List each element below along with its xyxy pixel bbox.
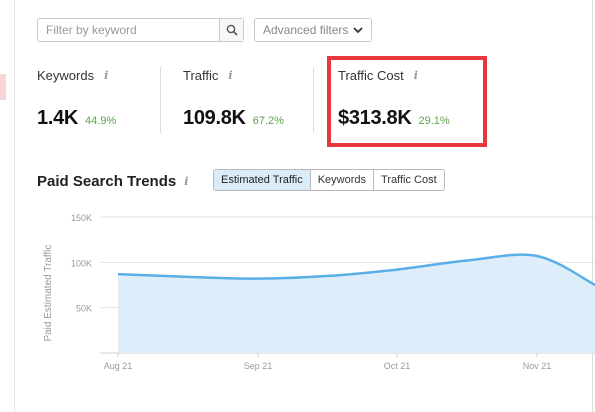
metric-traffic-cost-label: Traffic Cost <box>338 68 404 83</box>
trends-title: Paid Search Trends <box>37 173 177 190</box>
keyword-filter <box>37 18 244 42</box>
metric-traffic-cost[interactable]: Traffic Cost i $313.8K 29.1% <box>338 68 450 130</box>
y-tick-label: 50K <box>76 304 92 314</box>
highlight-box <box>327 56 487 147</box>
x-tick-label: Nov 21 <box>523 361 552 371</box>
info-icon[interactable]: i <box>413 69 418 82</box>
y-tick-label: 100K <box>71 258 92 268</box>
metric-keywords-change: 44.9% <box>85 115 117 127</box>
metric-traffic-value: 109.8K <box>183 107 246 129</box>
left-edge-marker <box>0 74 6 100</box>
x-tick-label: Sep 21 <box>244 361 273 371</box>
metric-keywords-label: Keywords <box>37 68 95 83</box>
traffic-line <box>117 253 595 287</box>
traffic-area <box>118 254 595 353</box>
x-tick-label: Aug 21 <box>104 361 133 371</box>
metric-divider <box>160 67 161 133</box>
info-icon[interactable]: i <box>104 69 109 82</box>
advanced-filters-dropdown[interactable]: Advanced filters <box>254 18 372 42</box>
search-button[interactable] <box>219 19 243 41</box>
info-icon[interactable]: i <box>184 175 189 188</box>
metric-traffic-change: 67.2% <box>252 115 284 127</box>
tab-traffic-cost[interactable]: Traffic Cost <box>373 170 444 190</box>
trends-title-row: Paid Search Trends i <box>37 173 188 190</box>
right-divider <box>592 0 593 412</box>
y-tick-label: 150K <box>71 213 92 223</box>
search-icon <box>226 24 238 36</box>
metric-divider <box>313 67 314 133</box>
metric-traffic[interactable]: Traffic i 109.8K 67.2% <box>183 68 284 130</box>
tab-estimated-traffic[interactable]: Estimated Traffic <box>214 170 310 190</box>
advanced-filters-label: Advanced filters <box>263 23 349 37</box>
x-tick-label: Oct 21 <box>384 361 411 371</box>
y-axis-label: Paid Estimated Traffic <box>43 244 54 341</box>
trend-tabs: Estimated Traffic Keywords Traffic Cost <box>213 169 445 191</box>
metric-traffic-cost-value: $313.8K <box>338 107 412 129</box>
info-icon[interactable]: i <box>228 69 233 82</box>
keyword-filter-input[interactable] <box>38 19 219 41</box>
metric-keywords[interactable]: Keywords i 1.4K 44.9% <box>37 68 116 130</box>
tab-keywords[interactable]: Keywords <box>309 170 374 190</box>
paid-search-trends-chart: 150K 100K 50K Paid Estimated Traffic Aug 21 S… <box>43 213 595 371</box>
metric-traffic-cost-change: 29.1% <box>418 115 450 127</box>
chevron-down-icon <box>353 26 363 33</box>
left-divider <box>14 0 15 412</box>
metric-keywords-value: 1.4K <box>37 107 79 129</box>
metric-traffic-label: Traffic <box>183 68 219 83</box>
